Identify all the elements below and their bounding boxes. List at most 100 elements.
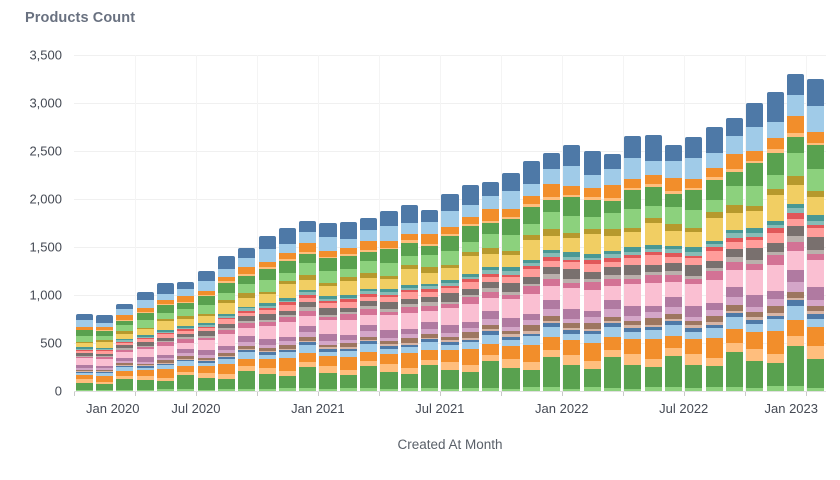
segment-12 — [502, 276, 520, 283]
bar-feb-2020[interactable] — [95, 315, 114, 391]
bar-jun-2022[interactable] — [665, 145, 683, 391]
segment-13 — [95, 353, 114, 356]
bar-nov-2021[interactable] — [522, 160, 540, 391]
bar-oct-2021[interactable] — [502, 172, 520, 391]
segment-04 — [543, 197, 561, 200]
segment-10 — [95, 349, 114, 350]
segment-13 — [461, 289, 479, 295]
bar-nov-2020[interactable] — [278, 227, 296, 391]
segment-02 — [786, 94, 805, 117]
segment-12 — [156, 334, 174, 338]
segment-25 — [95, 383, 114, 390]
segment-03 — [95, 327, 114, 330]
bar-feb-2022[interactable] — [583, 151, 601, 391]
segment-06 — [807, 169, 825, 192]
bar-jun-2020[interactable] — [177, 281, 195, 391]
segment-04 — [156, 304, 174, 306]
bar-sep-2022[interactable] — [725, 117, 744, 391]
segment-08 — [543, 235, 561, 251]
bar-feb-2021[interactable] — [339, 222, 357, 391]
segment-25 — [75, 382, 93, 391]
segment-19 — [278, 344, 296, 349]
segment-20 — [217, 356, 235, 358]
segment-01 — [807, 79, 825, 107]
bar-aug-2020[interactable] — [217, 255, 235, 391]
segment-12 — [543, 261, 561, 267]
segment-05 — [360, 252, 378, 262]
segment-19 — [624, 320, 642, 326]
bar-sep-2020[interactable] — [238, 247, 256, 391]
bar-aug-2021[interactable] — [461, 184, 479, 391]
segment-11 — [786, 213, 805, 219]
segment-22 — [197, 362, 215, 367]
segment-03 — [177, 295, 195, 302]
segment-13 — [177, 333, 195, 338]
segment-19 — [746, 311, 764, 317]
bar-jun-2021[interactable] — [421, 210, 439, 391]
bar-oct-2022[interactable] — [746, 102, 764, 391]
bar-jul-2020[interactable] — [197, 271, 215, 391]
segment-11 — [502, 274, 520, 277]
bar-may-2022[interactable] — [644, 135, 662, 391]
segment-22 — [543, 326, 561, 338]
bar-jan-2021[interactable] — [319, 223, 337, 391]
bar-jan-2020[interactable] — [75, 314, 93, 391]
segment-24 — [482, 354, 500, 362]
segment-20 — [380, 344, 398, 347]
bar-oct-2020[interactable] — [258, 235, 276, 391]
segment-25 — [339, 375, 357, 389]
segment-13 — [258, 314, 276, 321]
segment-01 — [624, 136, 642, 158]
segment-25 — [421, 365, 439, 389]
segment-20 — [156, 363, 174, 365]
segment-05 — [461, 226, 479, 242]
segment-07 — [278, 280, 296, 285]
segment-17 — [238, 336, 256, 342]
segment-23 — [299, 352, 317, 362]
segment-22 — [278, 352, 296, 359]
bar-jan-2022[interactable] — [563, 145, 581, 391]
segment-15 — [360, 309, 378, 315]
bar-dec-2022[interactable] — [786, 74, 805, 391]
segment-15 — [421, 305, 439, 311]
segment-08 — [563, 237, 581, 252]
bar-mar-2022[interactable] — [604, 153, 622, 391]
segment-07 — [238, 293, 256, 298]
y-axis-label: 1,000 — [29, 287, 62, 303]
bar-mar-2021[interactable] — [360, 218, 378, 391]
segment-16 — [156, 345, 174, 356]
segment-05 — [319, 258, 337, 272]
bar-dec-2021[interactable] — [543, 152, 561, 391]
segment-11 — [644, 251, 662, 256]
bar-dec-2020[interactable] — [299, 220, 317, 391]
segment-19 — [95, 369, 114, 372]
segment-19 — [665, 313, 683, 319]
bar-jul-2021[interactable] — [441, 194, 459, 391]
bar-mar-2020[interactable] — [116, 303, 134, 391]
bar-nov-2022[interactable] — [766, 92, 784, 391]
segment-17 — [400, 329, 418, 335]
segment-19 — [705, 315, 723, 323]
segment-12 — [685, 257, 703, 266]
bar-aug-2022[interactable] — [705, 127, 723, 391]
segment-02 — [156, 294, 174, 301]
bar-apr-2020[interactable] — [136, 292, 154, 391]
segment-24 — [543, 349, 561, 358]
segment-25 — [624, 364, 642, 389]
segment-09 — [136, 334, 154, 337]
x-axis-tick — [683, 392, 685, 396]
bar-may-2020[interactable] — [156, 283, 174, 391]
bar-sep-2021[interactable] — [482, 181, 500, 391]
segment-08 — [339, 280, 357, 295]
segment-01 — [278, 227, 296, 245]
segment-13 — [400, 299, 418, 305]
bar-apr-2021[interactable] — [380, 211, 398, 391]
bar-jul-2022[interactable] — [685, 136, 703, 391]
segment-06 — [75, 336, 93, 342]
segment-25 — [156, 381, 174, 390]
segment-05 — [624, 189, 642, 210]
bar-jan-2023[interactable] — [807, 79, 825, 391]
bar-apr-2022[interactable] — [624, 136, 642, 391]
bar-may-2021[interactable] — [400, 204, 418, 391]
segment-16 — [217, 334, 235, 347]
